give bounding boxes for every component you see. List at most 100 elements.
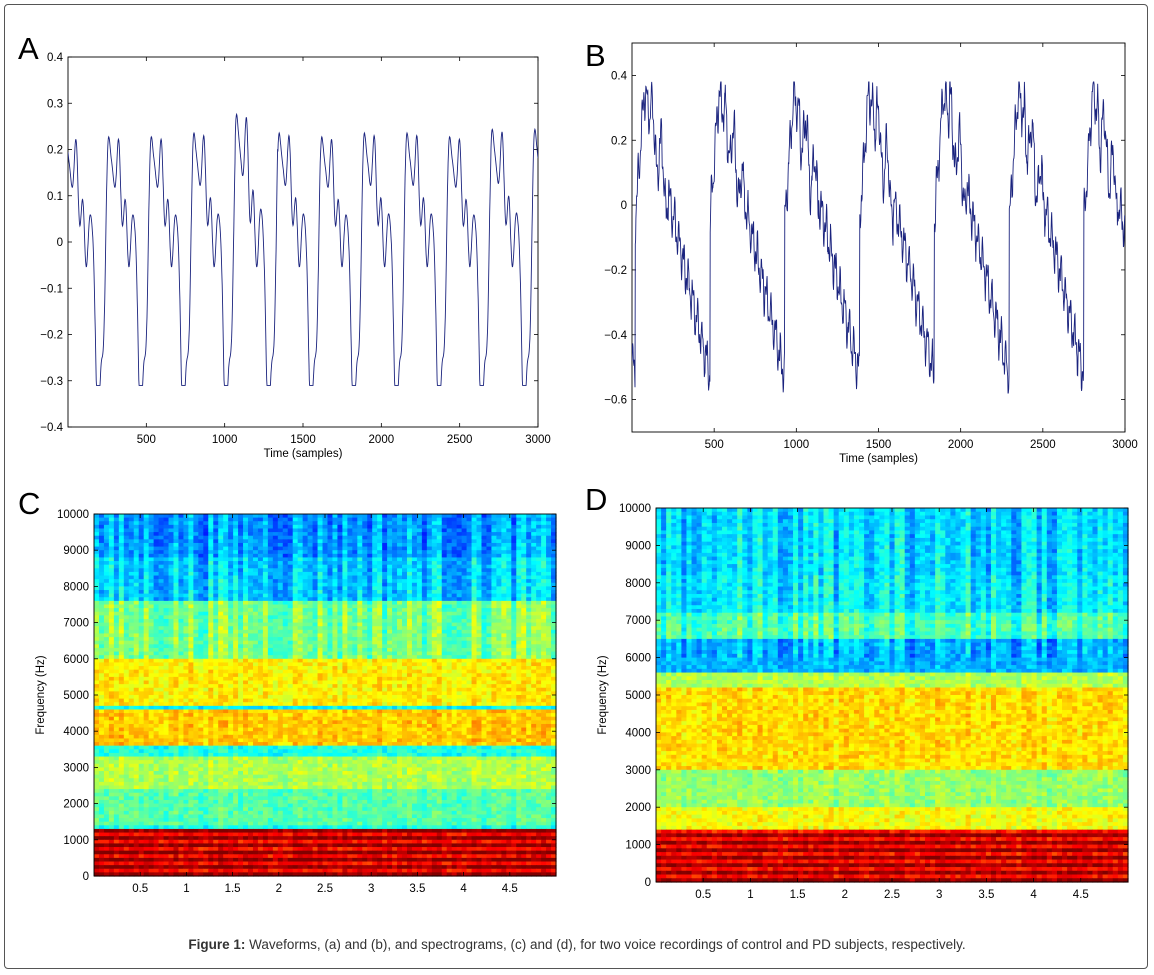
spectrogram-cell: [119, 597, 125, 601]
spectrogram-cell: [173, 586, 179, 590]
spectrogram-cell: [422, 521, 428, 525]
spectrogram-cell: [129, 699, 135, 703]
spectrogram-cell: [298, 565, 304, 569]
spectrogram-cell: [472, 576, 478, 580]
spectrogram-cell: [422, 648, 428, 652]
spectrogram-cell: [268, 543, 274, 547]
spectrogram-cell: [516, 623, 522, 627]
spectrogram-cell: [501, 597, 507, 601]
spectrogram-cell: [496, 583, 502, 587]
spectrogram-cell: [313, 681, 319, 685]
spectrogram-cell: [496, 684, 502, 688]
spectrogram-cell: [352, 655, 358, 659]
spectrogram-cell: [248, 539, 254, 543]
spectrogram-cell: [144, 681, 150, 685]
spectrogram-cell: [337, 615, 343, 619]
spectrogram-cell: [159, 608, 165, 612]
spectrogram-cell: [531, 576, 537, 580]
spectrogram-cell: [94, 528, 100, 532]
spectrogram-cell: [303, 557, 309, 561]
spectrogram-cell: [154, 568, 160, 572]
spectrogram-cell: [164, 550, 170, 554]
spectrogram-cell: [332, 699, 338, 703]
spectrogram-cell: [208, 521, 214, 525]
spectrogram-cell: [283, 659, 289, 663]
spectrogram-cell: [198, 518, 204, 522]
spectrogram-cell: [169, 681, 175, 685]
spectrogram-cell: [303, 637, 309, 641]
spectrogram-cell: [129, 673, 135, 677]
spectrogram-cell: [536, 670, 542, 674]
spectrogram-cell: [303, 623, 309, 627]
spectrogram-cell: [392, 688, 398, 692]
spectrogram-cell: [213, 615, 219, 619]
spectrogram-cell: [114, 561, 120, 565]
spectrogram-cell: [412, 659, 418, 663]
spectrogram-cell: [278, 521, 284, 525]
spectrogram-cell: [526, 528, 532, 532]
spectrogram-cell: [526, 579, 532, 583]
spectrogram-cell: [293, 662, 299, 666]
spectrogram-cell: [481, 586, 487, 590]
spectrogram-cell: [124, 626, 130, 630]
spectrogram-cell: [203, 532, 209, 536]
spectrogram-cell: [392, 630, 398, 634]
spectrogram-cell: [203, 615, 209, 619]
spectrogram-cell: [139, 586, 145, 590]
spectrogram-cell: [387, 666, 393, 670]
spectrogram-cell: [536, 673, 542, 677]
spectrogram-cell: [526, 594, 532, 598]
spectrogram-cell: [193, 528, 199, 532]
spectrogram-cell: [467, 572, 473, 576]
spectrogram-cell: [94, 557, 100, 561]
spectrogram-cell: [407, 579, 413, 583]
spectrogram-cell: [198, 637, 204, 641]
spectrogram-cell: [248, 655, 254, 659]
spectrogram-cell: [437, 630, 443, 634]
spectrogram-cell: [109, 525, 115, 529]
spectrogram-cell: [332, 619, 338, 623]
spectrogram-cell: [183, 525, 189, 529]
spectrogram-cell: [203, 684, 209, 688]
spectrogram-cell: [263, 641, 269, 645]
spectrogram-cell: [223, 615, 229, 619]
spectrogram-cell: [412, 583, 418, 587]
spectrogram-cell: [149, 637, 155, 641]
spectrogram-cell: [486, 673, 492, 677]
spectrogram-cell: [357, 702, 363, 706]
spectrogram-cell: [238, 615, 244, 619]
spectrogram-cell: [472, 586, 478, 590]
spectrogram-cell: [367, 637, 373, 641]
spectrogram-cell: [178, 568, 184, 572]
spectrogram-cell: [362, 623, 368, 627]
spectrogram-cell: [313, 637, 319, 641]
spectrogram-cell: [392, 536, 398, 540]
spectrogram-cell: [323, 594, 329, 598]
spectrogram-cell: [347, 594, 353, 598]
spectrogram-cell: [352, 652, 358, 656]
spectrogram-cell: [526, 681, 532, 685]
spectrogram-cell: [218, 648, 224, 652]
spectrogram-cell: [129, 677, 135, 681]
spectrogram-cell: [462, 586, 468, 590]
spectrogram-cell: [352, 612, 358, 616]
spectrogram-cell: [293, 684, 299, 688]
spectrogram-cell: [308, 702, 314, 706]
spectrogram-cell: [457, 547, 463, 551]
spectrogram-cell: [457, 518, 463, 522]
spectrogram-cell: [253, 619, 259, 623]
spectrogram-cell: [536, 565, 542, 569]
spectrogram-cell: [417, 677, 423, 681]
spectrogram-cell: [367, 619, 373, 623]
spectrogram-cell: [332, 583, 338, 587]
spectrogram-cell: [243, 561, 249, 565]
spectrogram-cell: [481, 547, 487, 551]
spectrogram-cell: [119, 641, 125, 645]
spectrogram-cell: [372, 514, 378, 518]
spectrogram-cell: [472, 568, 478, 572]
spectrogram-cell: [382, 659, 388, 663]
spectrogram-cell: [367, 568, 373, 572]
spectrogram-cell: [263, 590, 269, 594]
spectrogram-cell: [526, 554, 532, 558]
spectrogram-cell: [516, 550, 522, 554]
